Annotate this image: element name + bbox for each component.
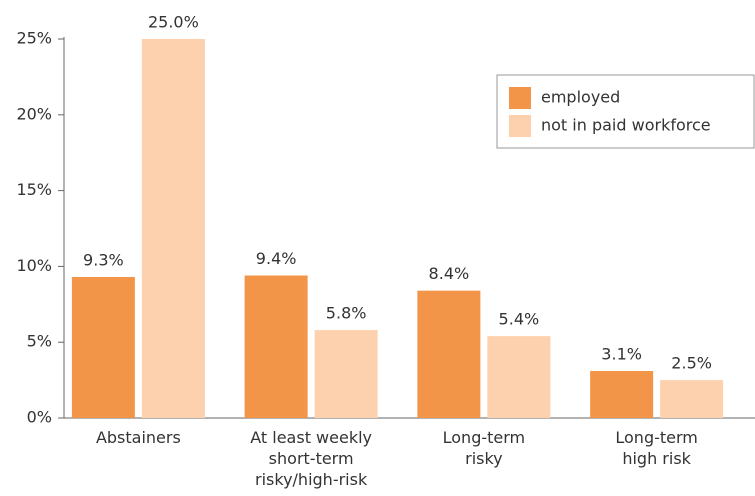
value-label: 3.1%	[601, 345, 642, 364]
bar	[660, 380, 724, 418]
legend-swatch	[509, 87, 531, 109]
x-tick-label-line: risky/high-risk	[255, 470, 368, 489]
value-label: 2.5%	[671, 354, 712, 373]
x-tick-label-line: Long-term	[615, 428, 698, 447]
x-tick-label-line: risky	[465, 449, 503, 468]
value-label: 25.0%	[148, 13, 199, 32]
x-tick-label: Long-term risky	[443, 428, 526, 468]
legend-label: not in paid workforce	[541, 116, 711, 135]
bar	[417, 290, 481, 418]
value-label: 9.3%	[83, 251, 124, 270]
x-tick-label: At least weekly short-term risky/high-risk	[250, 428, 372, 489]
x-tick-label-line: short-term	[269, 449, 354, 468]
legend-box	[496, 74, 755, 149]
x-tick-label-line: high risk	[622, 449, 691, 468]
bar	[590, 371, 654, 418]
x-tick-label-line: At least weekly	[250, 428, 372, 447]
value-label: 5.4%	[499, 310, 540, 329]
x-tick-label: Abstainers	[96, 428, 181, 447]
legend-label: employed	[541, 88, 620, 107]
y-tick-label: 20%	[16, 104, 52, 123]
bar	[487, 336, 551, 418]
x-tick-label-line: Long-term	[443, 428, 526, 447]
bar	[141, 39, 205, 418]
legend-swatch	[509, 115, 531, 137]
x-tick-label-line: Abstainers	[96, 428, 181, 447]
y-tick-label: 15%	[16, 180, 52, 199]
y-tick-label: 5%	[27, 332, 52, 351]
y-tick-label: 10%	[16, 256, 52, 275]
value-label: 5.8%	[326, 304, 367, 323]
value-label: 8.4%	[429, 264, 470, 283]
bar	[71, 277, 135, 418]
y-tick-label: 25%	[16, 29, 52, 48]
bar	[314, 330, 378, 418]
bar	[244, 275, 308, 418]
y-tick-label: 0%	[27, 408, 52, 427]
x-tick-label: Long-term high risk	[615, 428, 698, 468]
value-label: 9.4%	[256, 249, 297, 268]
